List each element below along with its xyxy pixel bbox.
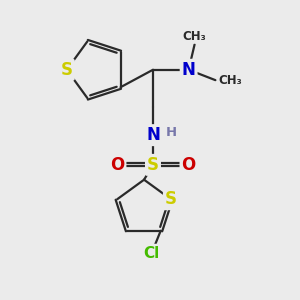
Text: S: S — [165, 190, 177, 208]
Text: S: S — [61, 61, 73, 79]
Text: N: N — [146, 126, 160, 144]
Text: N: N — [182, 61, 196, 79]
Text: CH₃: CH₃ — [183, 30, 206, 43]
Text: CH₃: CH₃ — [218, 74, 242, 87]
Text: Cl: Cl — [144, 246, 160, 261]
Text: H: H — [166, 126, 177, 139]
Text: O: O — [110, 156, 124, 174]
Text: S: S — [147, 156, 159, 174]
Text: O: O — [182, 156, 196, 174]
